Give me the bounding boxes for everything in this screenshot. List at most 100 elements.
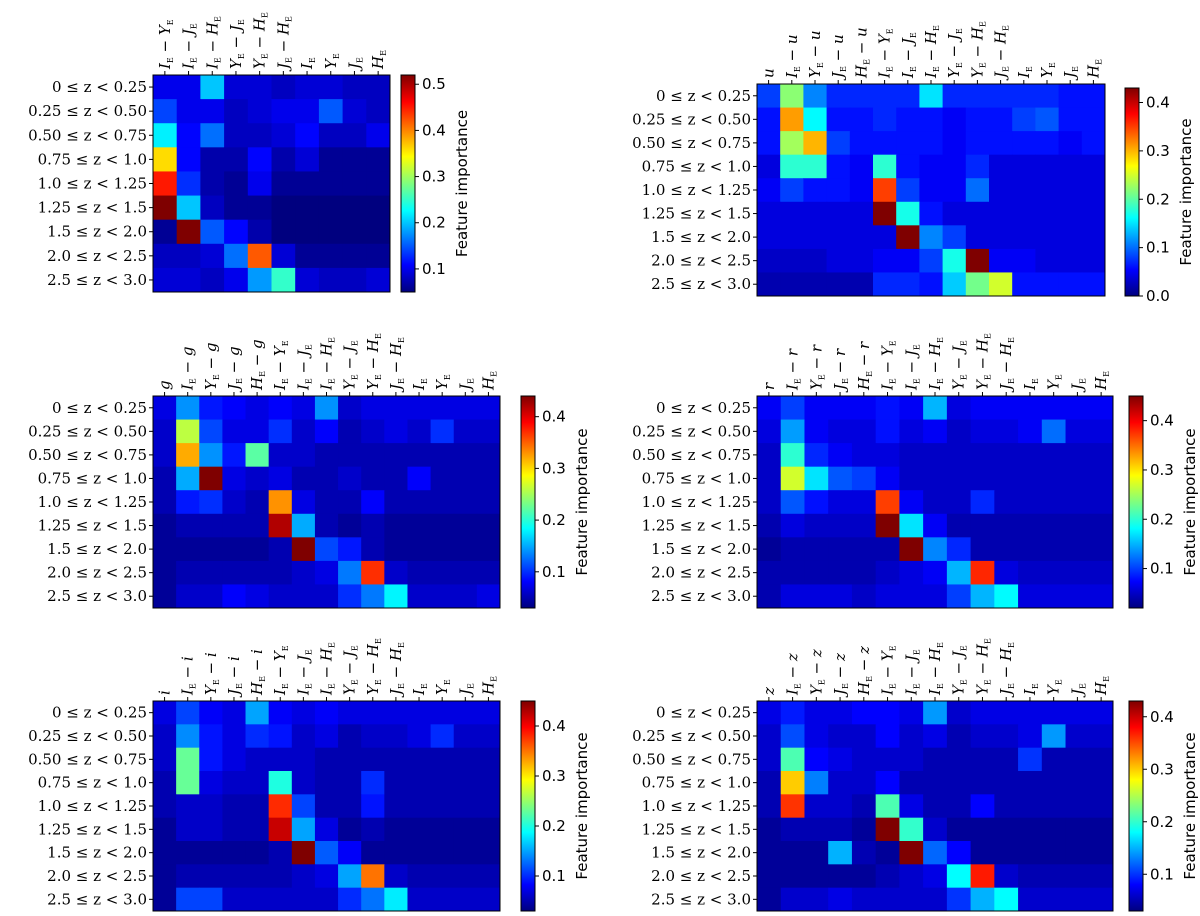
row-label: 0.50 ≤ z < 0.75: [28, 750, 147, 768]
heatmap-cell: [851, 771, 877, 795]
heatmap-cell: [1089, 887, 1114, 912]
heatmap-cell: [1081, 131, 1106, 156]
heatmap-cell: [247, 219, 272, 245]
heatmap-cell: [384, 841, 408, 865]
heatmap-cell: [176, 490, 200, 515]
heatmap-cell: [430, 537, 455, 562]
heatmap-cell: [318, 147, 344, 172]
heatmap-cell: [407, 584, 432, 609]
heatmap-cell: [851, 701, 877, 725]
heatmap-cell: [1041, 419, 1067, 444]
heatmap-cell: [430, 724, 455, 749]
heatmap-cell: [1065, 560, 1090, 585]
heatmap-cell: [407, 490, 432, 515]
heatmap-cell: [453, 513, 478, 538]
heatmap-cell: [245, 817, 270, 842]
row-label: 2.5 ≤ z < 3.0: [651, 890, 751, 908]
heatmap-cell: [780, 131, 804, 156]
heatmap-cell: [245, 724, 270, 749]
heatmap-cell: [970, 841, 995, 865]
heatmap-cell: [407, 466, 432, 491]
heatmap-cell: [361, 864, 385, 889]
heatmap-cell: [970, 864, 995, 889]
heatmap-cell: [1035, 248, 1060, 273]
heatmap-cell: [828, 419, 853, 444]
heatmap-cell: [222, 466, 247, 491]
heatmap-cell: [291, 841, 316, 865]
row-label: 1.25 ≤ z < 1.5: [38, 517, 147, 535]
heatmap-cell: [828, 584, 853, 609]
heatmap-cell: [314, 419, 339, 444]
heatmap-cell: [1089, 490, 1114, 515]
heatmap-cell: [780, 443, 805, 468]
heatmap-cell: [222, 701, 247, 725]
heatmap-cell: [899, 490, 924, 515]
heatmap-cell: [1035, 201, 1060, 226]
heatmap-cell: [291, 794, 316, 819]
heatmap-cell: [899, 794, 924, 819]
column-label: JE − i: [225, 656, 244, 698]
heatmap-cell: [803, 225, 828, 250]
heatmap-cell: [318, 99, 344, 124]
heatmap-cell: [361, 513, 385, 538]
heatmap-cell: [245, 887, 270, 912]
heatmap-cell: [222, 747, 247, 772]
heatmap-cell: [994, 584, 1019, 609]
heatmap-cell: [873, 154, 897, 179]
heatmap-cell: [271, 267, 296, 293]
heatmap-cell: [1041, 747, 1067, 772]
heatmap-cell: [780, 272, 804, 297]
heatmap-cell: [268, 724, 293, 749]
heatmap-cell: [291, 513, 316, 538]
heatmap-cell: [314, 794, 339, 819]
heatmap-cell: [176, 99, 201, 124]
heatmap-cell: [247, 195, 272, 221]
colorbar-label: Feature importance: [573, 428, 591, 575]
heatmap-cell: [780, 248, 804, 273]
heatmap-cell: [338, 701, 362, 725]
heatmap-cell: [896, 84, 920, 109]
heatmap-cell: [342, 147, 367, 172]
row-label: 2.5 ≤ z < 3.0: [651, 275, 751, 293]
heatmap-cell: [896, 272, 920, 297]
heatmap-cell: [849, 201, 874, 226]
heatmap-cell: [970, 584, 995, 609]
heatmap-cell: [757, 513, 782, 538]
heatmap-cell: [942, 131, 967, 156]
heatmap-cell: [291, 396, 316, 421]
heatmap-cell: [342, 75, 367, 100]
heatmap-cell: [318, 75, 344, 100]
heatmap-cell: [361, 537, 385, 562]
heatmap-cell: [271, 147, 296, 172]
heatmap-cell: [899, 443, 924, 468]
heatmap-cell: [804, 537, 829, 562]
heatmap-cell: [965, 272, 990, 297]
column-label: JE − u: [829, 34, 848, 81]
heatmap-cell: [342, 171, 367, 197]
heatmap-cell: [757, 490, 782, 515]
heatmap-cell: [366, 243, 391, 269]
column-label: JE − HE: [387, 337, 406, 393]
heatmap-cell: [245, 443, 270, 468]
heatmap-cell: [1012, 131, 1036, 156]
heatmap-cell: [849, 84, 874, 109]
heatmap-cell: [899, 513, 924, 538]
heatmap-cell: [199, 817, 223, 842]
heatmap-cell: [923, 419, 948, 444]
heatmap-cell: [222, 817, 247, 842]
heatmap-cell: [338, 466, 362, 491]
heatmap-cell: [923, 864, 948, 889]
heatmap-cell: [476, 701, 501, 725]
heatmap-cell: [851, 747, 877, 772]
heatmap-cell: [1065, 490, 1090, 515]
heatmap-cell: [271, 195, 296, 221]
heatmap-cell: [407, 513, 432, 538]
heatmap-cell: [970, 724, 995, 749]
heatmap-cell: [200, 243, 225, 269]
heatmap-cell: [946, 396, 972, 421]
heatmap-cell: [1018, 490, 1043, 515]
heatmap-cell: [970, 701, 995, 725]
heatmap-cell: [970, 794, 995, 819]
heatmap-cell: [899, 864, 924, 889]
